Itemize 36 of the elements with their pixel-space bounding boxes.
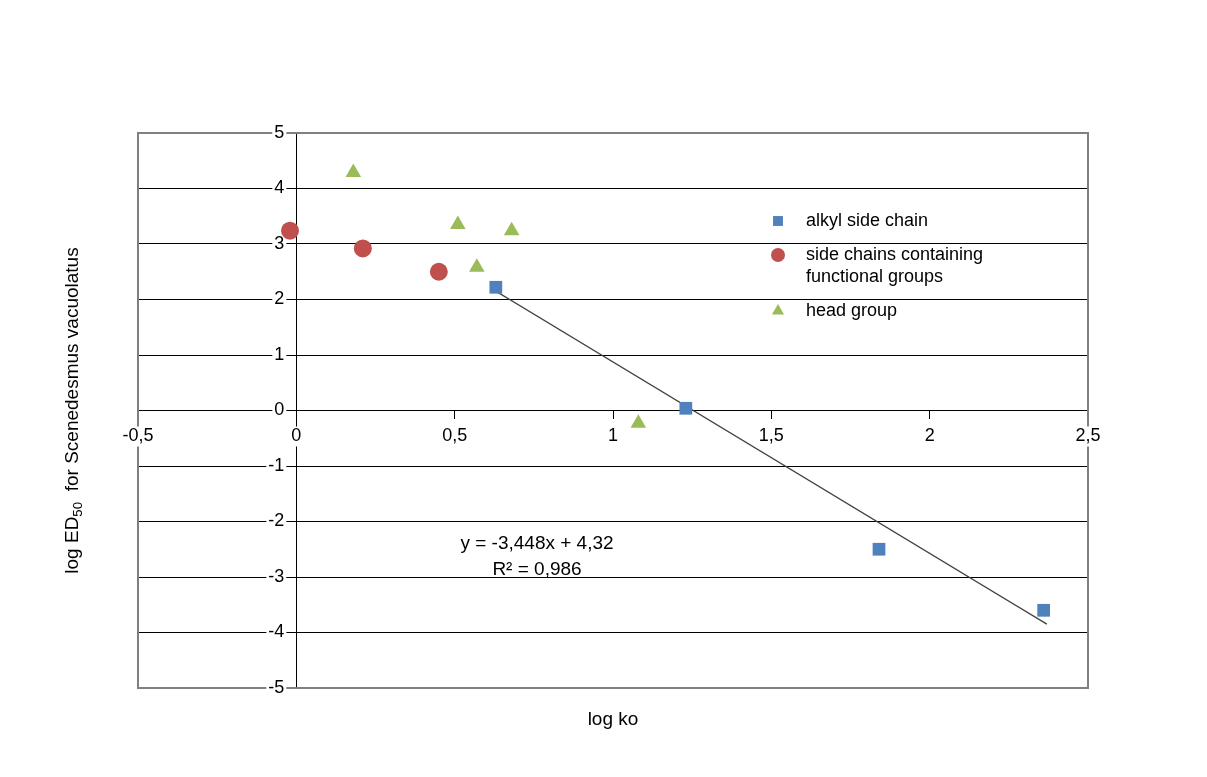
y-tick-label: 0	[274, 399, 285, 420]
point	[503, 221, 520, 236]
point	[1037, 603, 1051, 617]
point	[429, 262, 448, 281]
legend-label: head group	[806, 299, 898, 320]
x-tick-label: 1	[607, 425, 619, 446]
point	[469, 258, 485, 272]
x-tick-label: 2,5	[1075, 425, 1101, 446]
legend-label: side chains containing functional groups	[806, 243, 984, 286]
x-axis-title: log ko	[587, 708, 639, 730]
point	[679, 401, 693, 415]
annotation: R² = 0,986	[492, 557, 582, 579]
y-tick-label: -5	[268, 676, 285, 697]
point	[630, 414, 647, 428]
x-tick-label: 1,5	[758, 425, 784, 446]
x-tick-label: 2	[924, 425, 935, 446]
y-tick-label: -2	[268, 510, 285, 531]
y-tick-label: 5	[274, 121, 285, 142]
y-tick-label: 1	[274, 343, 285, 364]
point	[345, 163, 362, 177]
y-tick-label: 3	[274, 232, 285, 253]
x-tick-label: -0,5	[122, 425, 154, 446]
point	[450, 215, 466, 230]
legend-label: alkyl side chain	[806, 209, 929, 230]
x-tick-label: 0,5	[442, 425, 468, 446]
x-tick-label: 0	[291, 425, 302, 446]
annotation: y = -3,448x + 4,32	[460, 531, 614, 553]
y-tick-label: -4	[268, 621, 285, 642]
y-tick-label: 4	[274, 177, 285, 198]
point	[353, 239, 372, 258]
y-tick-label: -1	[268, 454, 285, 475]
point	[489, 280, 503, 294]
y-tick-label: 2	[274, 288, 285, 309]
y-tick-label: -3	[268, 565, 285, 586]
point	[872, 542, 886, 556]
y-axis-title: log ED50 for Scenedesmus vacuolatus	[61, 247, 86, 574]
